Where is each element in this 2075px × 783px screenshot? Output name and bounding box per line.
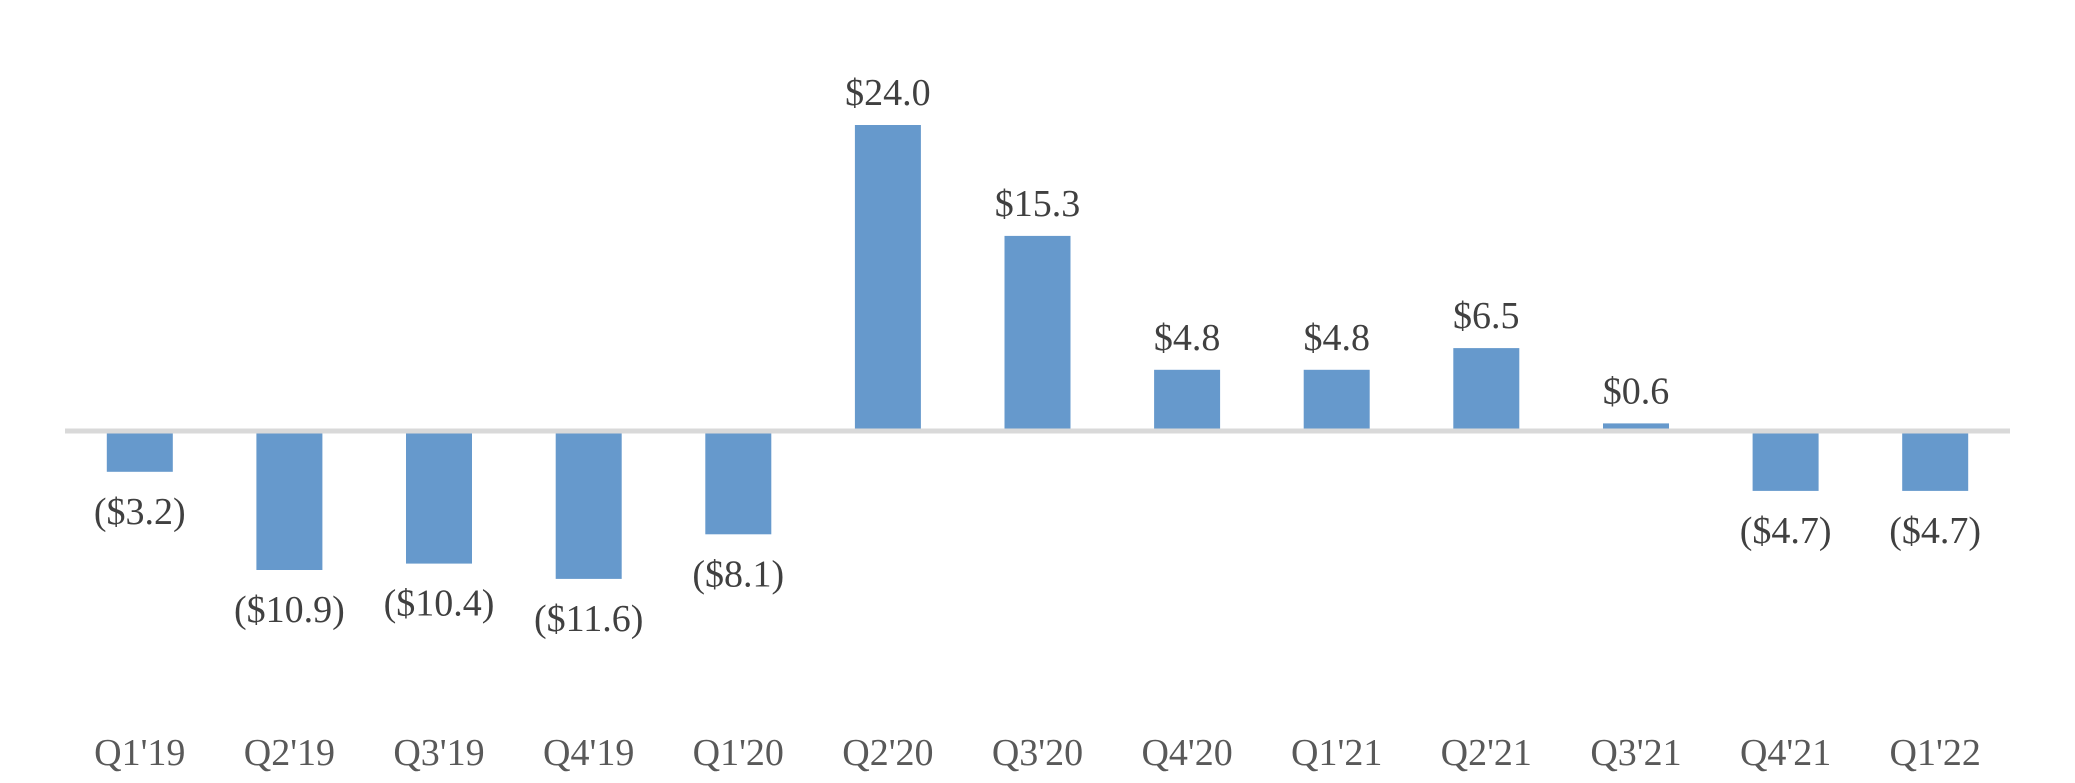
data-label-8: $4.8 — [1303, 317, 1370, 359]
data-label-10: $0.6 — [1603, 370, 1670, 412]
category-label-10: Q3'21 — [1590, 732, 1681, 774]
data-label-3: ($11.6) — [534, 598, 643, 640]
category-label-8: Q1'21 — [1291, 732, 1382, 774]
category-label-6: Q3'20 — [992, 732, 1083, 774]
data-label-11: ($4.7) — [1740, 510, 1832, 552]
category-label-12: Q1'22 — [1890, 732, 1981, 774]
category-label-3: Q4'19 — [543, 732, 634, 774]
data-label-5: $24.0 — [845, 72, 931, 114]
data-label-1: ($10.9) — [234, 589, 345, 631]
category-label-2: Q3'19 — [393, 732, 484, 774]
category-label-9: Q2'21 — [1441, 732, 1532, 774]
category-label-0: Q1'19 — [94, 732, 185, 774]
bar-2 — [406, 431, 472, 564]
bar-7 — [1154, 369, 1221, 431]
bar-6 — [1004, 235, 1071, 431]
category-label-5: Q2'20 — [842, 732, 933, 774]
bars-group — [106, 125, 1969, 579]
bar-8 — [1303, 369, 1370, 431]
category-label-11: Q4'21 — [1740, 732, 1831, 774]
category-label-1: Q2'19 — [244, 732, 335, 774]
bar-9 — [1453, 348, 1520, 431]
data-label-2: ($10.4) — [384, 583, 495, 625]
bar-11 — [1752, 431, 1819, 491]
data-label-0: ($3.2) — [94, 491, 186, 533]
data-label-4: ($8.1) — [692, 553, 784, 595]
bar-5 — [854, 125, 921, 431]
data-label-9: $6.5 — [1453, 295, 1520, 337]
bar-4 — [705, 431, 772, 535]
data-label-12: ($4.7) — [1889, 510, 1981, 552]
data-label-6: $15.3 — [995, 183, 1081, 225]
category-labels-group: Q1'19 Q2'19 Q3'19 Q4'19 Q1'20 Q2'20 Q3'20 Q4'20… — [94, 732, 1981, 774]
bar-0 — [106, 431, 173, 472]
category-label-7: Q4'20 — [1141, 732, 1232, 774]
bar-1 — [256, 431, 323, 570]
bar-3 — [555, 431, 622, 579]
bar-10 — [1603, 423, 1669, 431]
data-labels-group: ($3.2) ($10.9) ($10.4) ($11.6) ($8.1) $24.0 $1… — [94, 72, 1981, 640]
data-label-7: $4.8 — [1154, 317, 1221, 359]
category-label-4: Q1'20 — [693, 732, 784, 774]
bar-12 — [1902, 431, 1969, 491]
